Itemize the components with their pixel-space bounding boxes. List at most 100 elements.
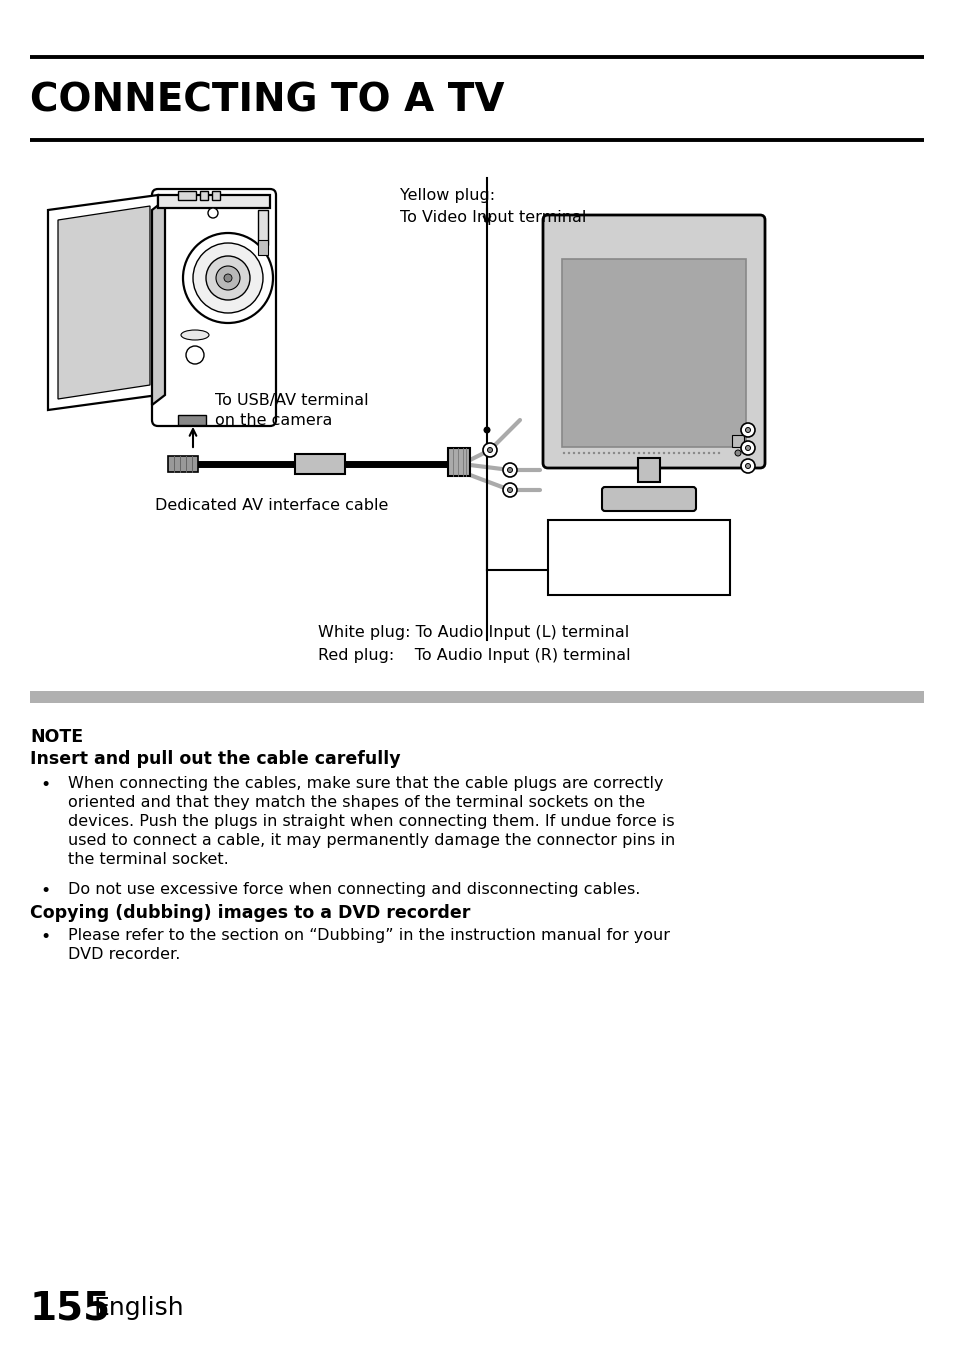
Circle shape [502,483,517,498]
Circle shape [734,451,740,456]
Text: Red plug:    To Audio Input (R) terminal: Red plug: To Audio Input (R) terminal [317,648,630,663]
Bar [200,191,208,200]
Circle shape [647,452,650,455]
Circle shape [702,452,704,455]
Circle shape [744,428,750,433]
Bar [638,459,659,482]
Circle shape [717,452,720,455]
Circle shape [572,452,575,455]
Circle shape [578,452,579,455]
Circle shape [692,452,695,455]
Ellipse shape [181,330,209,340]
Polygon shape [48,195,158,410]
Text: the terminal socket.: the terminal socket. [68,851,229,868]
Bar [547,521,729,594]
Circle shape [206,256,250,300]
Circle shape [682,452,684,455]
Circle shape [482,443,497,457]
FancyBboxPatch shape [601,487,696,511]
Text: When connecting the cables, make sure that the cable plugs are correctly: When connecting the cables, make sure th… [68,776,662,791]
Bar [448,448,470,476]
Circle shape [627,452,630,455]
Text: •: • [40,776,51,794]
Circle shape [183,233,273,323]
Circle shape [712,452,715,455]
Circle shape [662,452,664,455]
Circle shape [208,208,218,218]
Circle shape [598,452,599,455]
Circle shape [612,452,615,455]
Circle shape [562,452,564,455]
Circle shape [687,452,689,455]
Circle shape [483,426,490,433]
Circle shape [487,448,492,452]
Circle shape [652,452,655,455]
Circle shape [740,441,754,455]
Circle shape [707,452,709,455]
Circle shape [672,452,675,455]
Circle shape [507,468,512,472]
Text: Yellow plug:: Yellow plug: [399,188,495,203]
Bar [30,691,923,703]
Text: Dedicated AV interface cable: Dedicated AV interface cable [154,498,388,512]
Bar [257,239,268,256]
Text: White plug: To Audio Input (L) terminal: White plug: To Audio Input (L) terminal [317,625,629,640]
Bar [212,191,220,200]
Bar [178,191,195,200]
Text: To USB/AV terminal: To USB/AV terminal [214,393,368,408]
Circle shape [507,487,512,492]
Bar [168,456,198,472]
Text: DVD recorder.: DVD recorder. [68,947,180,962]
Text: Do not use excessive force when connecting and disconnecting cables.: Do not use excessive force when connecti… [68,882,639,897]
Circle shape [567,452,570,455]
FancyBboxPatch shape [152,190,275,426]
Circle shape [224,274,232,282]
Circle shape [632,452,635,455]
Bar [731,434,743,447]
Circle shape [744,445,750,451]
Circle shape [740,459,754,473]
Text: oriented and that they match the shapes of the terminal sockets on the: oriented and that they match the shapes … [68,795,644,810]
Circle shape [193,243,263,313]
Circle shape [667,452,670,455]
Text: NOTE: NOTE [30,728,83,746]
FancyBboxPatch shape [542,215,764,468]
Polygon shape [58,206,150,399]
Text: Insert and pull out the cable carefully: Insert and pull out the cable carefully [30,751,400,768]
Text: English: English [94,1297,185,1319]
Circle shape [642,452,644,455]
Circle shape [622,452,624,455]
Circle shape [658,452,659,455]
Circle shape [744,464,750,468]
Text: Set the input to: Set the input to [574,537,703,554]
Text: •: • [40,882,51,900]
Circle shape [186,346,204,364]
Circle shape [740,422,754,437]
Bar [158,195,270,208]
Bar [294,455,345,473]
Text: Copying (dubbing) images to a DVD recorder: Copying (dubbing) images to a DVD record… [30,904,470,923]
Circle shape [582,452,584,455]
Circle shape [697,452,700,455]
Circle shape [502,463,517,477]
Circle shape [618,452,619,455]
Bar [257,210,268,245]
Circle shape [602,452,604,455]
Text: Please refer to the section on “Dubbing” in the instruction manual for your: Please refer to the section on “Dubbing”… [68,928,669,943]
Circle shape [592,452,595,455]
Text: To Video Input terminal: To Video Input terminal [399,210,586,225]
Bar [561,260,745,447]
Bar [178,416,206,425]
Text: •: • [40,928,51,946]
Text: devices. Push the plugs in straight when connecting them. If undue force is: devices. Push the plugs in straight when… [68,814,674,829]
Text: 155: 155 [30,1289,111,1328]
Circle shape [677,452,679,455]
Text: on the camera: on the camera [214,413,332,428]
Circle shape [587,452,590,455]
Circle shape [607,452,610,455]
Circle shape [638,452,639,455]
Polygon shape [152,200,165,405]
Circle shape [215,266,240,291]
Text: “VIDEO”.: “VIDEO”. [601,558,676,576]
Text: CONNECTING TO A TV: CONNECTING TO A TV [30,81,504,118]
